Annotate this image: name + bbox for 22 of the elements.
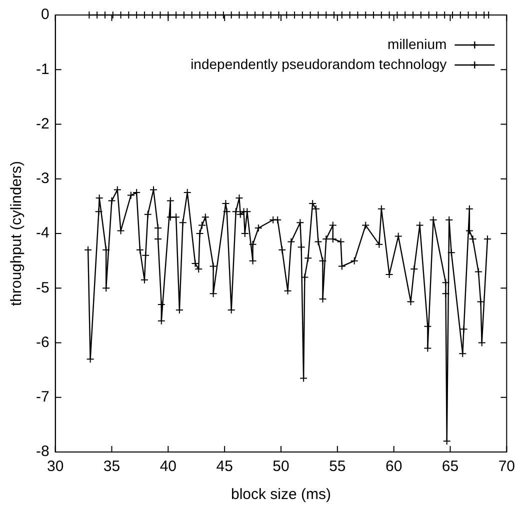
legend-label: millenium bbox=[388, 36, 447, 52]
x-tick-label: 30 bbox=[46, 458, 64, 476]
y-tick-label: -1 bbox=[36, 60, 50, 78]
x-tick-label: 35 bbox=[103, 458, 120, 476]
y-tick-label: -3 bbox=[36, 170, 50, 188]
x-tick-label: 40 bbox=[160, 458, 177, 476]
y-tick-label: -5 bbox=[36, 279, 50, 296]
x-axis-title: block size (ms) bbox=[230, 486, 332, 504]
x-tick-label: 50 bbox=[272, 458, 290, 476]
y-axis-title: throughput (cylinders) bbox=[8, 160, 26, 306]
x-tick-label: 60 bbox=[385, 458, 402, 476]
x-tick-label: 70 bbox=[498, 458, 515, 476]
y-tick-label: -4 bbox=[36, 224, 50, 242]
y-tick-label: -8 bbox=[36, 443, 50, 460]
y-tick-label: -7 bbox=[36, 388, 50, 406]
x-tick-label: 65 bbox=[442, 458, 459, 476]
x-tick-label: 55 bbox=[329, 458, 346, 476]
x-tick-label: 45 bbox=[216, 458, 233, 476]
y-tick-label: 0 bbox=[40, 6, 50, 24]
y-tick-label: -2 bbox=[36, 115, 50, 132]
y-tick-label: -6 bbox=[36, 334, 50, 351]
legend-label: independently pseudorandom technology bbox=[190, 56, 447, 72]
